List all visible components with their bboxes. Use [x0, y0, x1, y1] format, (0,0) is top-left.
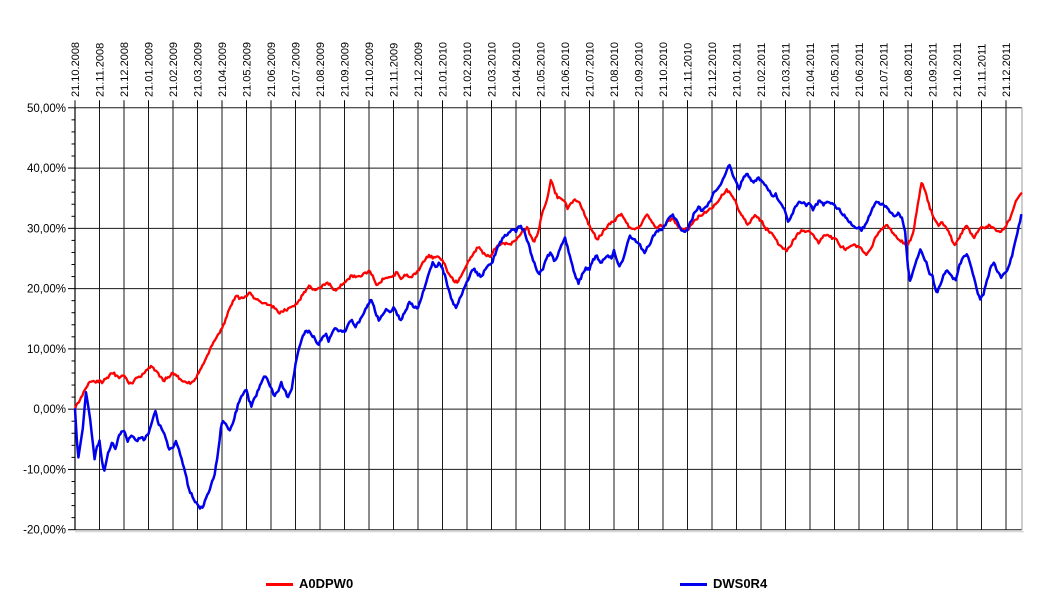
x-tick-label: 21.10.2010	[658, 42, 670, 97]
x-tick-label: 21.10.2011	[952, 43, 964, 97]
x-tick-label: 21.05.2011	[830, 43, 842, 97]
x-tick-label: 21.01.2010	[438, 42, 450, 97]
x-tick-label: 21.09.2011	[928, 43, 940, 97]
x-tick-label: 21.07.2009	[291, 42, 303, 97]
y-tick-label: 40,00%	[27, 163, 66, 175]
x-tick-label: 21.04.2011	[805, 43, 817, 97]
y-tick-label: 10,00%	[27, 344, 66, 356]
legend-line-blue	[680, 582, 707, 586]
y-tick-label: 20,00%	[27, 284, 66, 296]
x-tick-label: 21.12.2011	[1001, 43, 1013, 97]
series-line-a0dpw0	[73, 178, 1023, 411]
x-tick-label: 21.05.2010	[536, 42, 548, 97]
x-tick-label: 21.06.2011	[854, 43, 866, 97]
x-tick-label: 21.04.2009	[217, 42, 229, 97]
x-tick-label: 21.08.2011	[903, 43, 915, 97]
x-tick-label: 21.06.2010	[560, 42, 572, 97]
x-tick-label: 21.07.2010	[585, 42, 597, 97]
x-tick-label: 21.03.2011	[781, 43, 793, 97]
x-tick-label: 21.11.2010	[683, 43, 695, 97]
x-tick-label: 21.08.2010	[609, 42, 621, 97]
series-line-dws0r4	[73, 163, 1023, 510]
x-tick-label: 21.01.2011	[732, 43, 744, 97]
x-tick-label: 21.11.2009	[389, 43, 401, 97]
legend-line-red	[266, 582, 293, 586]
x-tick-label: 21.12.2008	[119, 42, 131, 97]
x-tick-label: 21.05.2009	[242, 42, 254, 97]
x-tick-label: 21.08.2009	[315, 42, 327, 97]
x-tick-label: 21.02.2010	[462, 42, 474, 97]
x-tick-label: 21.07.2011	[879, 43, 891, 97]
legend-label-dws0r4: DWS0R4	[713, 576, 768, 591]
x-tick-label: 21.03.2009	[193, 42, 205, 97]
x-tick-label: 21.11.2008	[95, 43, 107, 97]
x-tick-label: 21.10.2009	[364, 42, 376, 97]
legend-item-a0dpw0: A0DPW0	[266, 577, 353, 591]
x-tick-label: 21.06.2009	[266, 42, 278, 97]
x-tick-label: 21.03.2010	[487, 42, 499, 97]
y-tick-label: 0,00%	[33, 404, 66, 416]
x-tick-label: 21.01.2009	[144, 42, 156, 97]
x-tick-label: 21.12.2010	[707, 42, 719, 97]
y-tick-label: -10,00%	[23, 464, 66, 476]
x-tick-label: 21.10.2008	[70, 42, 82, 97]
x-tick-label: 21.02.2009	[168, 42, 180, 97]
x-tick-label: 21.09.2010	[634, 42, 646, 97]
y-tick-label: 50,00%	[27, 103, 66, 115]
x-tick-label: 21.04.2010	[511, 42, 523, 97]
x-tick-label: 21.11.2011	[977, 44, 989, 97]
x-tick-label: 21.12.2009	[413, 42, 425, 97]
x-tick-label: 21.09.2009	[340, 42, 352, 97]
legend-label-a0dpw0: A0DPW0	[299, 576, 354, 591]
legend-item-dws0r4: DWS0R4	[680, 577, 767, 591]
y-tick-label: -20,00%	[23, 525, 66, 537]
x-tick-label: 21.02.2011	[756, 43, 768, 97]
y-tick-label: 30,00%	[27, 223, 66, 235]
